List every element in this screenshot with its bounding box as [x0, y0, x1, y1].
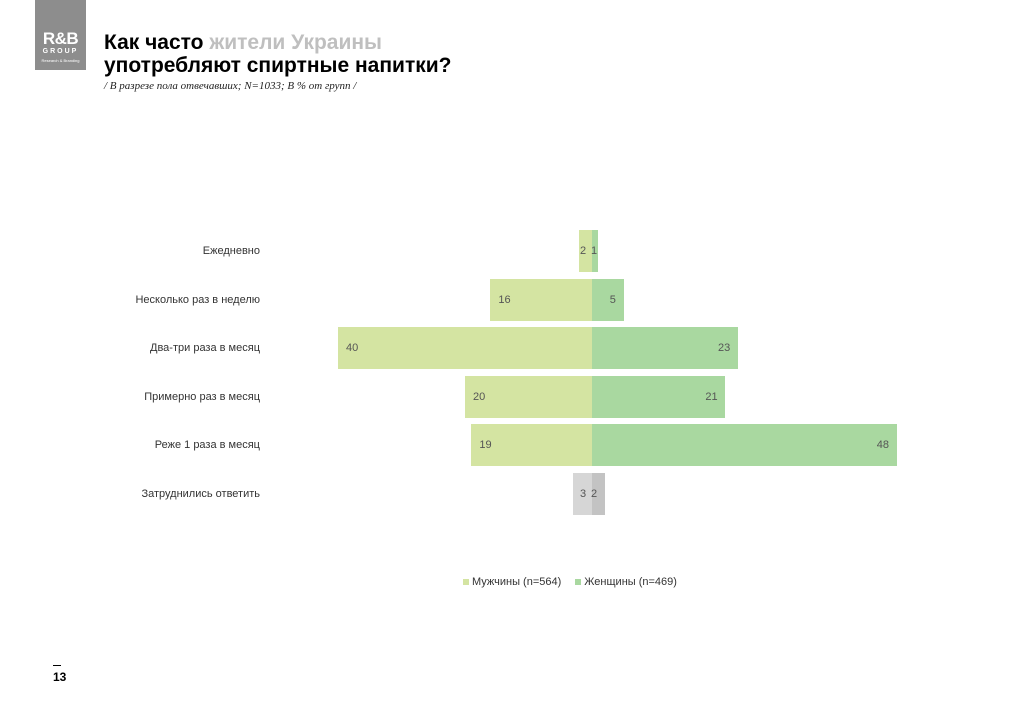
legend-label-men: Мужчины (n=564)	[472, 576, 562, 588]
logo-main: R&B	[42, 29, 79, 48]
legend-item-women: Женщины (n=469)	[575, 576, 677, 588]
value-label-women: 21	[705, 390, 718, 403]
bar-men	[572, 473, 592, 515]
bar-men	[338, 327, 592, 370]
value-label-women: 48	[876, 439, 890, 452]
bar-men	[490, 278, 592, 321]
page-number-mark	[53, 665, 61, 666]
category-label: Реже 1 раза в месяц	[154, 439, 260, 452]
legend-label-women: Женщины (n=469)	[584, 576, 677, 588]
value-label-women: 2	[591, 488, 598, 500]
bar-women	[592, 327, 739, 370]
title-highlight: жители Украины	[209, 31, 382, 54]
bar-women	[592, 278, 624, 321]
legend-item-men: Мужчины (n=564)	[463, 576, 561, 588]
value-label-men: 16	[498, 293, 511, 306]
page-title: Как часто жители Украины употребляют спи…	[104, 31, 451, 77]
subtitle: / В разрезе пола отвечавших; N=1033; В %…	[104, 80, 357, 92]
value-label-women: 1	[591, 245, 598, 257]
value-label-men: 2	[580, 245, 587, 257]
value-label-men: 3	[580, 488, 587, 500]
legend-swatch-men	[463, 579, 469, 585]
logo: R&B GROUP Research & Branding	[35, 0, 86, 70]
logo-sub: Research & Branding	[41, 58, 80, 63]
bar-men	[465, 375, 592, 418]
value-label-men: 40	[346, 342, 359, 355]
category-label: Два-три раза в месяц	[150, 342, 260, 355]
bar-women	[592, 230, 599, 272]
value-label-women: 23	[718, 342, 731, 355]
category-label: Несколько раз в неделю	[135, 293, 260, 306]
value-label-men: 19	[479, 439, 492, 452]
page-number: 13	[53, 670, 67, 684]
bar-women	[592, 473, 605, 515]
bar-men	[579, 230, 592, 272]
bar-men	[471, 424, 592, 467]
logo-group: GROUP	[42, 48, 79, 55]
bar-women	[592, 375, 726, 418]
category-label: Ежедневно	[202, 245, 260, 257]
title-part1: Как часто	[104, 31, 210, 54]
category-label: Примерно раз в месяц	[144, 390, 260, 403]
category-label: Затруднились ответить	[141, 488, 260, 500]
value-label-men: 20	[473, 390, 486, 403]
bar-women	[592, 424, 897, 467]
legend: Мужчины (n=564) Женщины (n=469)	[463, 576, 677, 588]
value-label-women: 5	[609, 293, 616, 306]
legend-swatch-women	[575, 579, 582, 585]
title-line2: употребляют спиртные напитки?	[104, 54, 452, 77]
